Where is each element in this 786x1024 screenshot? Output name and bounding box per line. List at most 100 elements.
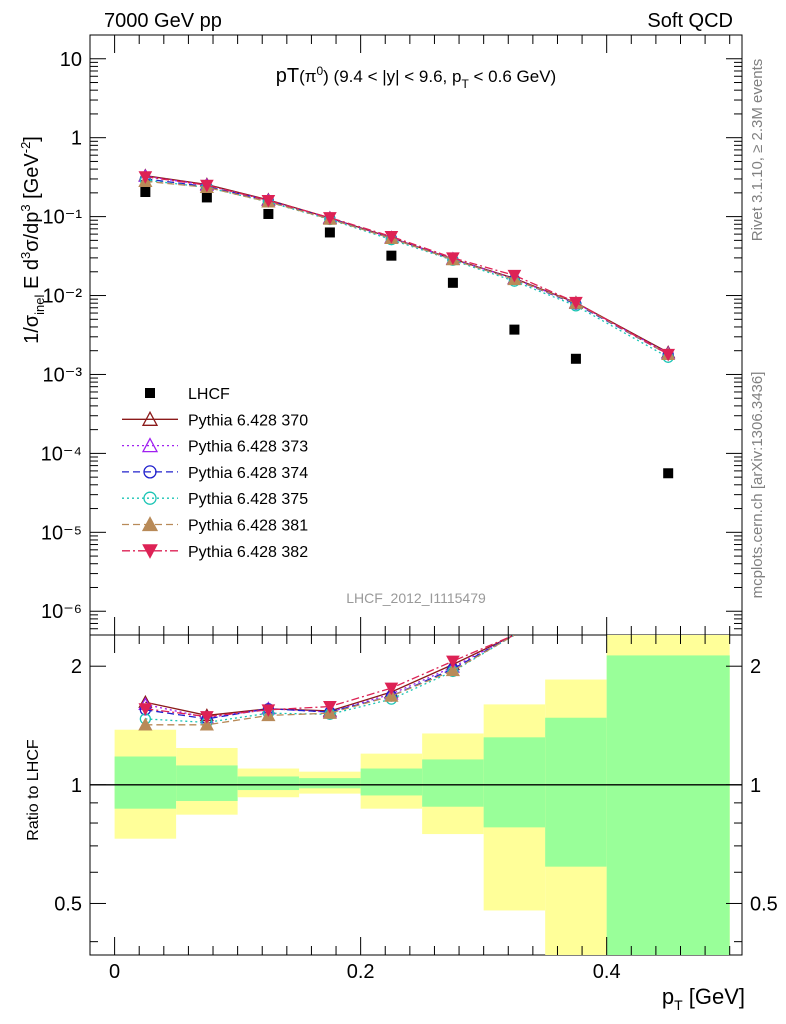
legend-marker [142,544,158,559]
legend-label: LHCF [188,386,230,403]
plot-title: pT(π0) (9.4 < |y| < 9.6, pT < 0.6 GeV) [276,64,556,91]
data-point [569,296,583,310]
legend-entry: Pythia 6.428 375 [122,491,308,508]
uncertainty-band-inner [176,765,238,801]
y-tick-label: 10⁻¹ [43,207,83,229]
y-tick-label: 10 [60,49,82,71]
ratio-point [261,704,276,717]
legend-entry: Pythia 6.428 382 [122,544,308,561]
x-tick-label: 0 [109,961,120,983]
legend-entry: LHCF [145,386,230,403]
data-point [323,212,337,225]
legend-marker [143,491,157,505]
ratio-point [200,711,214,724]
legend-entry: Pythia 6.428 373 [122,437,308,456]
series-6 [138,171,676,362]
data-point [200,179,214,193]
y-tick-label: 10⁻³ [43,364,83,386]
series-line [145,176,669,355]
legend-label: Pythia 6.428 374 [188,465,308,482]
ratio-point [446,655,460,669]
uncertainty-band-inner [299,778,361,789]
series-line [145,175,669,354]
legend-marker [141,410,159,426]
data-point [507,269,522,283]
main-ylabel: 1/σinel E d3σ/dp3 [GeV-2] [18,136,47,344]
legend-entry: Pythia 6.428 381 [122,516,308,535]
legend-marker [141,516,159,532]
y-tick-label: 10⁻⁵ [41,522,82,544]
y-tick-label: 1 [71,128,82,150]
legend-entry: Pythia 6.428 370 [122,410,308,429]
ratio-y-tick-label: 1 [71,775,82,797]
main-axis-ticks: 10⁻⁶ 10⁻⁵ 10⁻⁴ 10⁻³ 10⁻² 10⁻¹ 1 10 [41,34,742,636]
series-1 [138,168,676,359]
ratio-data-layer [138,635,515,731]
ratio-y-tick-label-right: 0.5 [750,893,778,915]
legend-label: Pythia 6.428 370 [188,412,308,429]
ratio-point [323,701,337,714]
ratio-y-tick-label-right: 2 [750,656,761,678]
data-point [661,348,676,362]
ratio-point [445,663,461,677]
uncertainty-band-inner [237,776,300,791]
uncertainty-band-inner [483,737,546,828]
legend-label: Pythia 6.428 381 [188,518,308,535]
y-tick-label: 10⁻² [43,286,83,308]
legend-label: Pythia 6.428 375 [188,491,308,508]
data-point [386,250,397,261]
y-tick-label: 10⁻⁶ [41,601,82,623]
data-point [324,227,335,238]
ratio-y-tick-label-right: 1 [750,775,761,797]
side-label-bottom: mcplots.cern.ch [arXiv:1306.3436] [749,372,766,599]
ratio-point [138,717,153,731]
data-point [570,353,581,364]
data-point [384,230,399,244]
data-point [140,187,151,198]
side-label-top: Rivet 3.1.10, ≥ 2.3M events [749,59,766,242]
uncertainty-band-inner [606,655,730,955]
x-tick-label: 0.4 [593,961,621,983]
series-2 [138,168,676,360]
uncertainty-band-inner [422,759,484,807]
series-line [145,175,669,354]
analysis-watermark: LHCF_2012_I1115479 [346,590,486,606]
ratio-point [384,688,399,702]
data-point [138,171,153,184]
data-point [663,468,674,479]
series-line [145,180,669,355]
series-line [145,178,669,355]
y-tick-label: 10⁻⁴ [41,443,82,465]
main-data-layer [138,168,676,479]
ratio-series-4 [138,635,515,731]
legend-entry: Pythia 6.428 374 [122,465,308,482]
legend-label: Pythia 6.428 373 [188,439,308,456]
series-3 [139,173,674,360]
ratio-bands-layer [90,635,742,955]
ratio-point [384,682,399,696]
series-line [145,179,669,358]
ratio-series-5 [138,635,515,724]
x-tick-label: 0.2 [347,961,375,983]
data-point [201,192,212,203]
ratio-ylabel: Ratio to LHCF [25,739,42,841]
ratio-point [138,703,153,716]
data-point [261,195,276,208]
ratio-axis-ticks: 0.5 0.5 1 1 2 2 0 0.2 0.4 [54,635,778,983]
data-point [263,208,274,219]
legend-label: Pythia 6.428 382 [188,544,308,561]
ratio-y-tick-label: 2 [71,656,82,678]
legend-marker [145,388,155,398]
x-axis-label: pT [GeV] [662,984,745,1013]
ratio-y-tick-label: 0.5 [54,893,82,915]
header-left: 7000 GeV pp [104,10,222,32]
uncertainty-band-inner [545,717,607,867]
ratio-point [199,717,214,731]
uncertainty-band-inner [360,768,423,796]
ratio-panel-frame [89,634,743,956]
series-0 [140,187,674,479]
legend-marker [141,437,159,453]
data-point [446,252,460,265]
uncertainty-band-inner [114,756,177,809]
